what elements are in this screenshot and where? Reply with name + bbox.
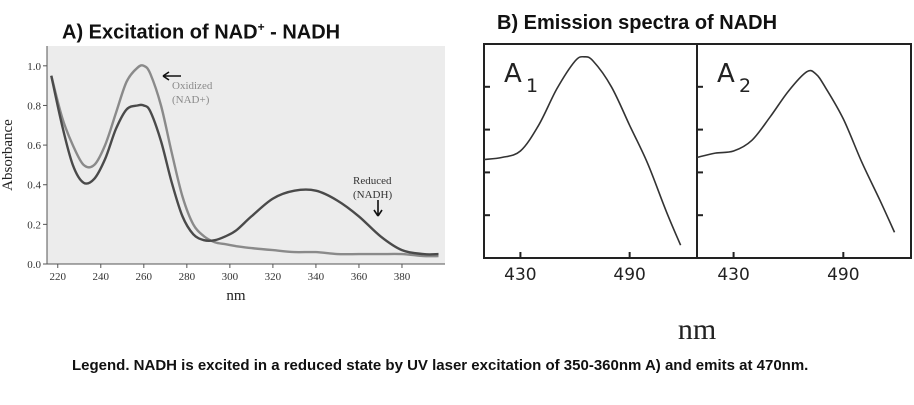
panel-a-x-tick-label: 360 (351, 271, 368, 283)
panel-a-x-tick-label: 340 (308, 271, 325, 283)
reduced-nadh-curve (50, 75, 439, 256)
panel-a-y-tick-label: 0.6 (27, 140, 41, 152)
panel-b-x-tick-label: 490 (613, 265, 645, 285)
oxidized-label-line2: (NAD+) (172, 94, 210, 106)
panel-b-label-2: A (717, 59, 735, 89)
panel-a-y-tick-label: 0.0 (27, 259, 41, 271)
panel-b-title: B) Emission spectra of NADH (497, 12, 778, 34)
panel-a-plot-background (47, 46, 445, 264)
panel-a-x-label: nm (226, 288, 246, 304)
panel-a-y-tick-label: 1.0 (27, 61, 41, 73)
panel-a-x-tick-label: 220 (50, 271, 67, 283)
reduced-label-line2: (NADH) (353, 189, 392, 201)
panel-a-x-tick-label: 240 (93, 271, 110, 283)
panel-a-y-tick-label: 0.4 (27, 180, 41, 192)
panel-b-emission-curve-2 (696, 69, 896, 233)
panel-b-x-tick-label: 430 (504, 265, 536, 285)
panel-a-ticks: 220 240 260 280 300 320 340 360 380 0.0 0.2 0.4 0.6 0… (27, 61, 410, 283)
panel-a-x-tick-label: 280 (179, 271, 196, 283)
panel-b-label-1: A (504, 59, 522, 89)
panel-b-label-subscript-1: 1 (526, 75, 538, 97)
panel-a-x-tick-label: 300 (222, 271, 239, 283)
panel-a-title-main: A) Excitation of NAD (62, 21, 258, 44)
oxidized-label-line1: Oxidized (172, 80, 213, 92)
panel-a-title-sup: + (257, 20, 265, 34)
oxidized-arrow-icon (162, 71, 181, 81)
panel-a-x-tick-label: 260 (136, 271, 153, 283)
panel-a-y-label: Absorbance (0, 119, 16, 191)
panel-a-title-rest: - NADH (264, 21, 341, 44)
reduced-arrow-icon (373, 200, 383, 217)
panel-b-x-tick-label: 430 (717, 265, 749, 285)
panel-b-x-label: nm (678, 313, 716, 346)
reduced-label-line1: Reduced (353, 175, 392, 187)
panel-b-label-subscript-2: 2 (739, 75, 751, 97)
panel-a-curves (50, 64, 439, 258)
panel-a-x-tick-label: 380 (394, 271, 411, 283)
panel-a-y-tick-label: 0.8 (27, 100, 41, 112)
panel-a-y-tick-label: 0.2 (27, 219, 41, 231)
panel-a-x-tick-label: 320 (265, 271, 282, 283)
panel-b-frame-2 (696, 43, 912, 259)
panel-b-x-tick-label: 490 (827, 265, 859, 285)
panel-b-emission-curve-1 (483, 55, 682, 246)
figure-legend: Legend. NADH is excited in a reduced sta… (72, 357, 809, 374)
oxidized-nad-curve (50, 64, 439, 258)
panel-a-title: A) Excitation of NAD+ - NADH (62, 20, 340, 45)
